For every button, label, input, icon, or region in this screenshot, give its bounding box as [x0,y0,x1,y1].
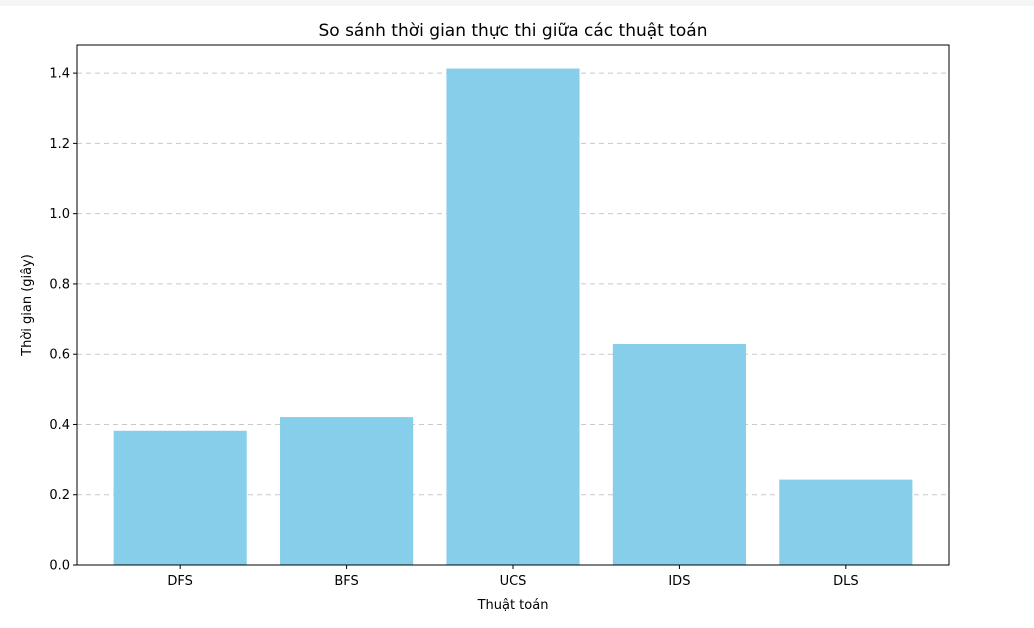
x-axis-label: Thuật toán [477,598,549,613]
top-strip [0,0,1034,6]
bar-bfs [280,417,414,565]
y-tick-label: 0.6 [49,348,70,363]
x-axis-ticks: DFS BFS UCS IDS DLS [167,565,859,589]
x-tick-label: DFS [167,574,193,589]
bar-dfs [113,430,247,565]
bars [113,68,913,566]
x-tick-label: UCS [500,574,527,589]
chart-title: So sánh thời gian thực thi giữa các thuậ… [318,21,707,41]
bar-dls [779,479,913,565]
x-tick-label: IDS [668,574,690,589]
y-tick-label: 0.4 [49,418,70,433]
y-tick-label: 0.2 [49,488,70,503]
y-tick-label: 1.0 [49,207,70,222]
y-axis-ticks: 0.0 0.2 0.4 0.6 0.8 1.0 1.2 1.4 [49,67,77,574]
y-tick-label: 0.0 [49,559,70,574]
x-tick-label: DLS [833,574,859,589]
bar-ucs [446,68,580,566]
y-tick-label: 1.2 [49,137,70,152]
bar-ids [612,344,746,565]
y-tick-label: 0.8 [49,277,70,292]
x-tick-label: BFS [334,574,358,589]
y-axis-label: Thời gian (giây) [20,254,35,357]
y-tick-label: 1.4 [49,67,70,82]
